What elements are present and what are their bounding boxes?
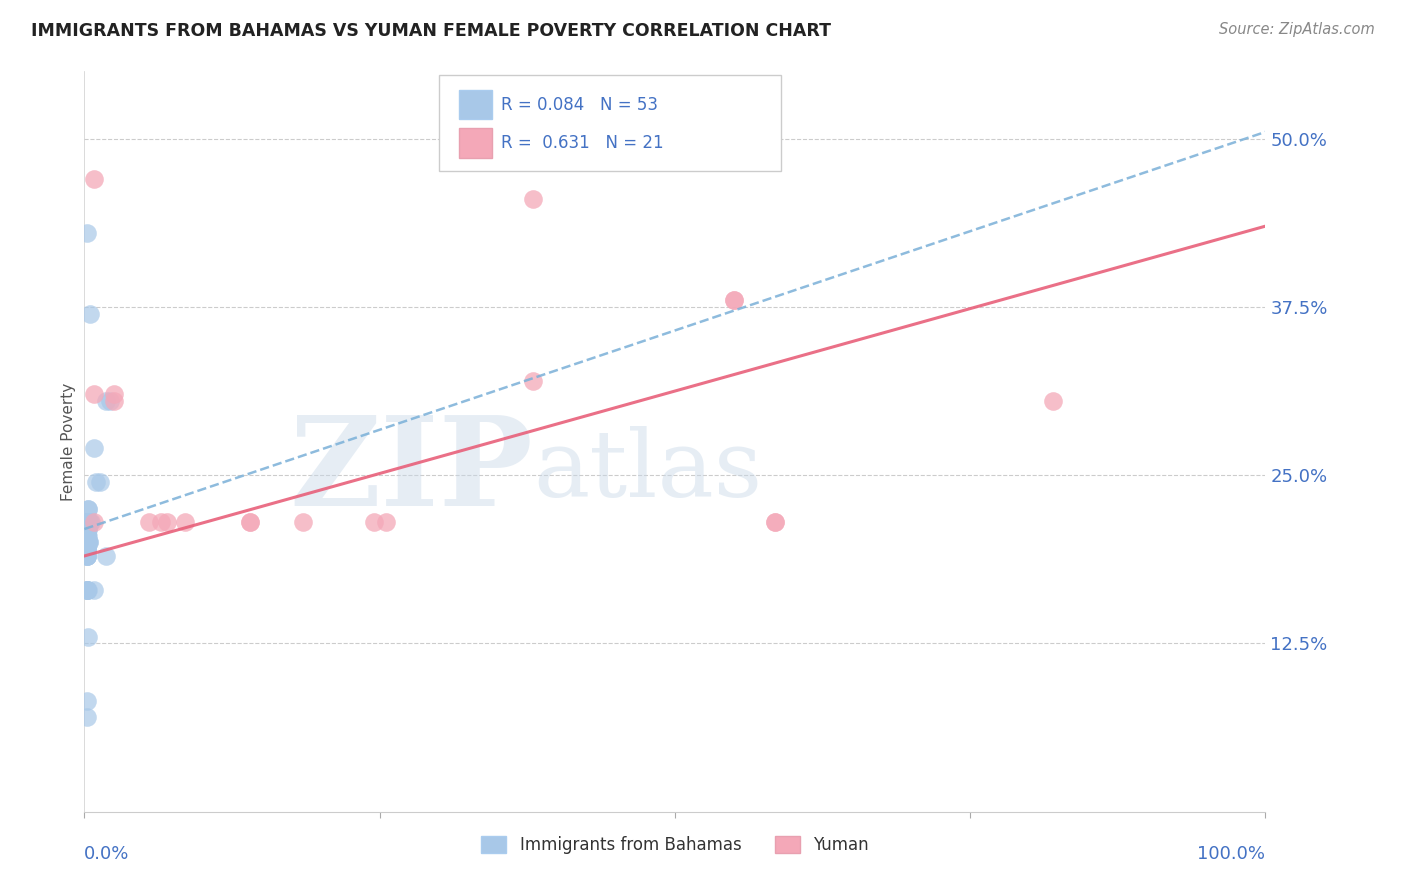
Point <box>94 394 117 409</box>
Point <box>138 516 160 530</box>
Point <box>77 501 100 516</box>
Point <box>173 516 195 530</box>
Point <box>150 516 173 530</box>
Point <box>84 475 107 489</box>
Point <box>363 516 385 530</box>
Point <box>76 542 98 557</box>
Point <box>156 516 179 530</box>
Point <box>723 293 745 308</box>
Point <box>76 542 98 557</box>
Point <box>80 516 103 530</box>
Point <box>77 630 100 644</box>
Point <box>76 582 98 597</box>
Point <box>239 516 262 530</box>
Point <box>76 694 98 708</box>
Point <box>77 535 100 549</box>
Y-axis label: Female Poverty: Female Poverty <box>60 383 76 500</box>
Point <box>76 582 98 597</box>
Text: 100.0%: 100.0% <box>1198 845 1265 863</box>
Point <box>76 529 98 543</box>
Text: ZIP: ZIP <box>290 410 533 532</box>
Point <box>79 516 101 530</box>
Point <box>103 394 125 409</box>
Point <box>83 387 105 401</box>
Point <box>76 529 98 543</box>
FancyBboxPatch shape <box>439 75 782 171</box>
Point <box>76 529 98 543</box>
Point <box>77 535 100 549</box>
Text: 0.0%: 0.0% <box>84 845 129 863</box>
Point <box>77 516 100 530</box>
Point <box>83 582 105 597</box>
Point <box>77 516 100 530</box>
Point <box>76 710 98 724</box>
Text: Source: ZipAtlas.com: Source: ZipAtlas.com <box>1219 22 1375 37</box>
Point <box>77 535 100 549</box>
Point <box>763 516 786 530</box>
Point <box>98 394 121 409</box>
Point <box>77 522 100 536</box>
Point <box>76 516 98 530</box>
Point <box>76 226 98 240</box>
Point <box>76 535 98 549</box>
Point <box>76 542 98 557</box>
Point <box>76 582 98 597</box>
Point <box>522 374 544 388</box>
Point <box>83 516 105 530</box>
Point <box>291 516 314 530</box>
Point <box>76 549 98 563</box>
Point <box>763 516 786 530</box>
Point <box>76 549 98 563</box>
Point <box>76 582 98 597</box>
Point <box>77 522 100 536</box>
Point <box>77 582 100 597</box>
Point <box>77 516 100 530</box>
Point <box>76 529 98 543</box>
Point <box>89 475 111 489</box>
Point <box>374 516 396 530</box>
Point <box>83 442 105 456</box>
Point <box>76 542 98 557</box>
Point <box>77 516 100 530</box>
Point <box>94 549 117 563</box>
Point <box>77 529 100 543</box>
Text: R = 0.084   N = 53: R = 0.084 N = 53 <box>502 95 658 113</box>
Point <box>76 522 98 536</box>
Point <box>77 501 100 516</box>
Point <box>723 293 745 308</box>
Point <box>76 529 98 543</box>
Point <box>76 522 98 536</box>
Text: IMMIGRANTS FROM BAHAMAS VS YUMAN FEMALE POVERTY CORRELATION CHART: IMMIGRANTS FROM BAHAMAS VS YUMAN FEMALE … <box>31 22 831 40</box>
Point <box>77 516 100 530</box>
Point <box>239 516 262 530</box>
FancyBboxPatch shape <box>458 90 492 120</box>
Legend: Immigrants from Bahamas, Yuman: Immigrants from Bahamas, Yuman <box>472 828 877 863</box>
Point <box>76 529 98 543</box>
Point <box>522 192 544 206</box>
Point <box>77 535 100 549</box>
Point <box>76 549 98 563</box>
Text: R =  0.631   N = 21: R = 0.631 N = 21 <box>502 134 664 153</box>
Point <box>103 387 125 401</box>
Point <box>83 172 105 186</box>
Point <box>77 535 100 549</box>
Point <box>76 549 98 563</box>
Text: atlas: atlas <box>533 426 762 516</box>
Point <box>79 307 101 321</box>
Point <box>1042 394 1064 409</box>
Point <box>77 516 100 530</box>
FancyBboxPatch shape <box>458 128 492 158</box>
